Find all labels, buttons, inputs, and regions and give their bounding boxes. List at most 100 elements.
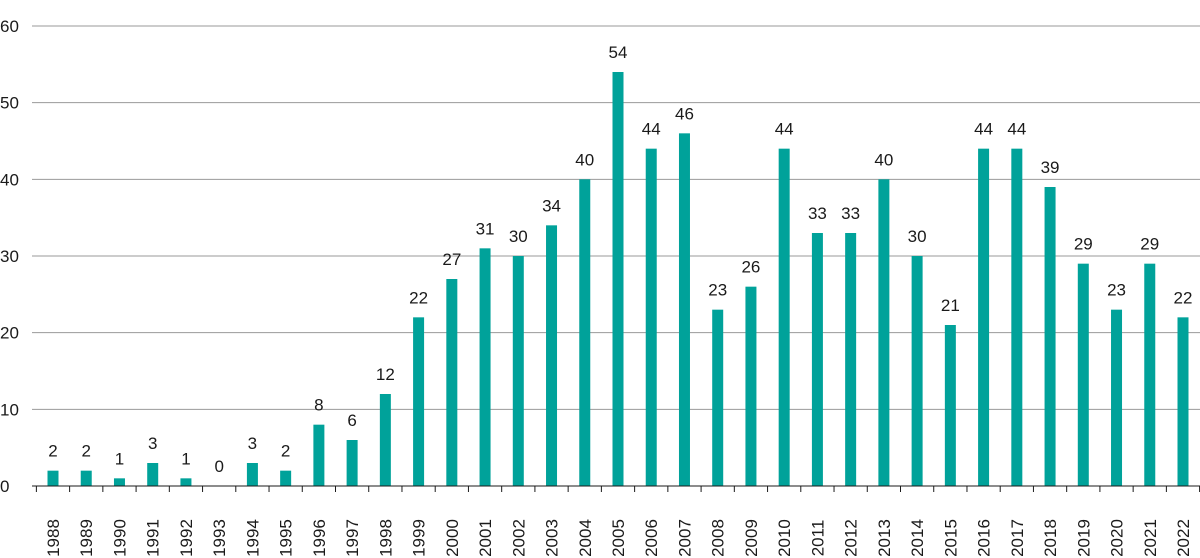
data-label-1992: 1 bbox=[181, 449, 190, 468]
data-label-1997: 6 bbox=[347, 411, 356, 430]
bar-2020 bbox=[1111, 309, 1123, 486]
x-tick-label-2003: 2003 bbox=[543, 519, 562, 557]
data-label-2007: 46 bbox=[675, 104, 694, 123]
x-tick-label-1997: 1997 bbox=[343, 519, 362, 557]
bar-2017 bbox=[1011, 148, 1023, 486]
bar-2006 bbox=[645, 148, 657, 486]
data-label-2019: 29 bbox=[1074, 235, 1093, 254]
data-label-2022: 22 bbox=[1174, 288, 1193, 307]
data-label-2005: 54 bbox=[609, 43, 628, 62]
bar-2002 bbox=[512, 256, 524, 486]
x-tick-label-1991: 1991 bbox=[144, 519, 163, 557]
bar-2008 bbox=[712, 309, 724, 486]
data-label-2011: 33 bbox=[808, 204, 827, 223]
bar-1988 bbox=[47, 470, 59, 486]
data-label-1993: 0 bbox=[214, 457, 223, 476]
bar-1997 bbox=[346, 440, 358, 486]
data-label-1996: 8 bbox=[314, 396, 323, 415]
x-tick-label-2017: 2017 bbox=[1008, 519, 1027, 557]
x-tick-label-1994: 1994 bbox=[243, 519, 262, 557]
data-label-2013: 40 bbox=[874, 150, 893, 169]
x-tick-label-2012: 2012 bbox=[842, 519, 861, 557]
bar-2007 bbox=[678, 133, 690, 487]
bar-2012 bbox=[845, 233, 857, 486]
x-tick-label-2004: 2004 bbox=[576, 519, 595, 557]
x-tick-label-2019: 2019 bbox=[1074, 519, 1093, 557]
data-label-1999: 22 bbox=[409, 288, 428, 307]
bar-2001 bbox=[479, 248, 491, 486]
y-axis: 0 10 20 30 40 50 60 bbox=[0, 17, 19, 496]
data-label-2006: 44 bbox=[642, 120, 661, 139]
bar-2021 bbox=[1144, 263, 1156, 486]
bar-2005 bbox=[612, 72, 624, 486]
x-tick-label-2011: 2011 bbox=[808, 520, 827, 557]
bar-1991 bbox=[147, 463, 159, 486]
bar-1999 bbox=[413, 317, 425, 486]
data-label-2002: 30 bbox=[509, 227, 528, 246]
x-tick-label-2002: 2002 bbox=[509, 519, 528, 557]
x-tick-label-1996: 1996 bbox=[310, 519, 329, 557]
data-label-2014: 30 bbox=[908, 227, 927, 246]
data-label-2000: 27 bbox=[442, 250, 461, 269]
bar-2016 bbox=[978, 148, 990, 486]
x-tick-label-2014: 2014 bbox=[908, 519, 927, 557]
data-label-2003: 34 bbox=[542, 196, 561, 215]
data-label-2015: 21 bbox=[941, 296, 960, 315]
bar-2019 bbox=[1077, 263, 1089, 486]
bar-2015 bbox=[944, 325, 956, 486]
bar-2018 bbox=[1044, 187, 1056, 486]
bar-2013 bbox=[878, 179, 890, 487]
x-tick-label-1992: 1992 bbox=[177, 519, 196, 557]
bars bbox=[47, 72, 1189, 487]
x-tick-label-2022: 2022 bbox=[1174, 519, 1193, 557]
x-tick-label-2006: 2006 bbox=[642, 519, 661, 557]
bar-2003 bbox=[546, 225, 558, 487]
y-tick-label: 50 bbox=[0, 94, 19, 113]
data-label-1995: 2 bbox=[281, 442, 290, 461]
bar-2022 bbox=[1177, 317, 1189, 486]
data-label-1989: 2 bbox=[82, 442, 91, 461]
data-label-2004: 40 bbox=[575, 150, 594, 169]
data-label-1990: 1 bbox=[115, 449, 124, 468]
x-tick-label-2021: 2021 bbox=[1141, 519, 1160, 557]
data-label-2018: 39 bbox=[1041, 158, 1060, 177]
x-tick-label-2010: 2010 bbox=[775, 519, 794, 557]
x-tick-label-1995: 1995 bbox=[277, 519, 296, 557]
data-label-1998: 12 bbox=[376, 365, 395, 384]
x-tick-label-2005: 2005 bbox=[609, 519, 628, 557]
x-tick-label-1999: 1999 bbox=[410, 519, 429, 557]
x-tick-label-2009: 2009 bbox=[742, 519, 761, 557]
x-tick-label-2015: 2015 bbox=[941, 519, 960, 557]
bar-2011 bbox=[811, 233, 823, 486]
x-tick-label-2008: 2008 bbox=[709, 519, 728, 557]
data-label-1994: 3 bbox=[248, 434, 257, 453]
x-tick-label-2013: 2013 bbox=[875, 519, 894, 557]
y-tick-label: 40 bbox=[0, 170, 19, 189]
bar-1992 bbox=[180, 478, 192, 486]
x-tick-label-2018: 2018 bbox=[1041, 519, 1060, 557]
data-label-2012: 33 bbox=[841, 204, 860, 223]
data-label-2021: 29 bbox=[1140, 235, 1159, 254]
bar-2004 bbox=[579, 179, 591, 487]
y-tick-label: 30 bbox=[0, 247, 19, 266]
x-axis: 1988 1989 1990 1991 1992 1993 1994 1995 1996 1997… bbox=[32, 485, 1200, 557]
bar-1998 bbox=[379, 394, 391, 486]
data-label-2020: 23 bbox=[1107, 281, 1126, 300]
data-label-2017: 44 bbox=[1007, 120, 1026, 139]
data-label-2001: 31 bbox=[476, 219, 495, 238]
data-label-1991: 3 bbox=[148, 434, 157, 453]
bar-1994 bbox=[246, 463, 258, 486]
data-label-2010: 44 bbox=[775, 120, 794, 139]
x-tick-label-1993: 1993 bbox=[210, 519, 229, 557]
x-tick-label-2016: 2016 bbox=[975, 519, 994, 557]
bar-1996 bbox=[313, 424, 325, 486]
x-tick-label-2000: 2000 bbox=[443, 519, 462, 557]
bar-1989 bbox=[80, 470, 92, 486]
data-label-2016: 44 bbox=[974, 120, 993, 139]
y-tick-label: 20 bbox=[0, 324, 19, 343]
bar-2000 bbox=[446, 279, 458, 486]
bar-2009 bbox=[745, 286, 757, 486]
x-tick-label-1990: 1990 bbox=[110, 519, 129, 557]
